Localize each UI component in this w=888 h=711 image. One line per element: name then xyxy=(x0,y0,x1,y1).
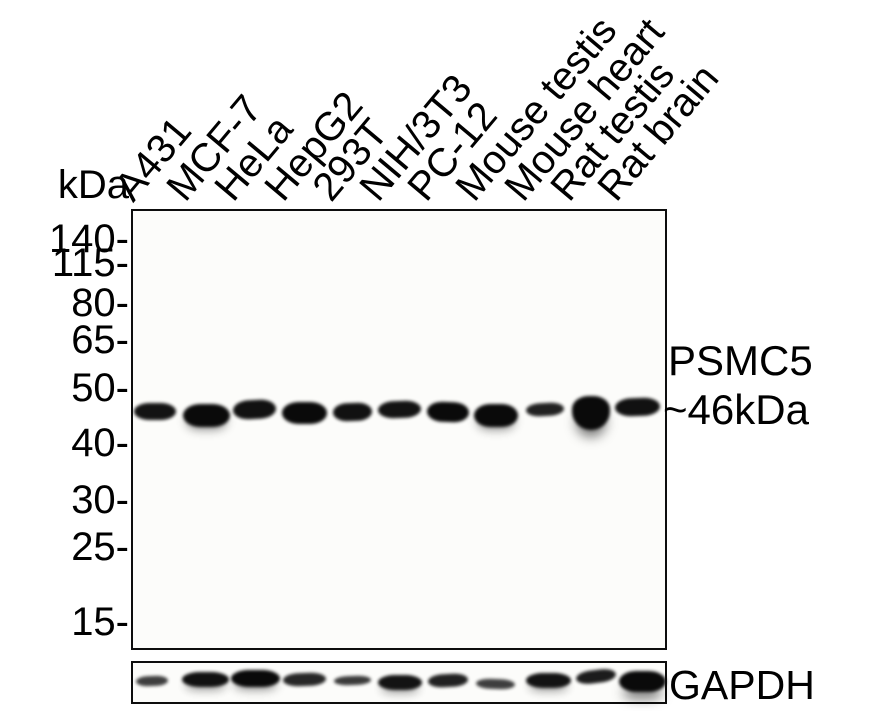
mw-marker-50: 50- xyxy=(71,366,129,410)
mw-marker-30: 30- xyxy=(71,478,129,522)
mw-marker-40: 40- xyxy=(71,421,129,465)
gapdh-band-lane-11-rat-brain xyxy=(619,671,666,692)
mw-marker-15: 15- xyxy=(71,600,129,644)
psmc5-band-lane-9-mouse-heart xyxy=(525,402,564,417)
loading-control-label: GAPDH xyxy=(669,662,815,708)
psmc5-band-lane-7-pc-12 xyxy=(426,400,469,423)
psmc5-band-lane-2-mcf-7 xyxy=(183,404,230,427)
blot-panel-psmc5 xyxy=(131,209,667,650)
mw-marker-115: 115- xyxy=(51,241,129,285)
psmc5-band-lane-3-hela xyxy=(232,398,277,421)
blot-panel-gapdh xyxy=(131,661,667,704)
mw-marker-140: 140- xyxy=(48,217,129,261)
psmc5-band-lane-11-rat-brain xyxy=(614,396,661,417)
psmc5-band-lane-5-293t xyxy=(332,401,373,422)
psmc5-band-lane-4-hepg2 xyxy=(282,401,327,424)
gapdh-band-lane-7-pc-12 xyxy=(427,672,468,689)
gapdh-band-lane-1-a431 xyxy=(135,674,168,687)
mw-marker-25: 25- xyxy=(71,525,129,569)
gapdh-band-lane-5-293t xyxy=(333,675,372,686)
observed-mw-label: ~46kDa xyxy=(663,386,809,433)
mw-marker-65: 65- xyxy=(71,318,129,362)
gapdh-band-lane-10-rat-testis xyxy=(574,667,617,686)
psmc5-band-lane-10-rat-testis xyxy=(571,395,610,430)
gapdh-band-lane-2-mcf-7 xyxy=(182,672,229,687)
target-protein-label: PSMC5 xyxy=(668,337,813,384)
gapdh-band-lane-6-nih-3t3 xyxy=(377,675,422,690)
gapdh-band-lane-4-hepg2 xyxy=(282,672,327,687)
psmc5-band-lane-8-mouse-testis xyxy=(473,404,518,427)
psmc5-band-lane-1-a431 xyxy=(133,403,176,420)
psmc5-band-lane-6-nih-3t3 xyxy=(377,400,422,419)
gapdh-band-lane-8-mouse-testis xyxy=(475,677,516,690)
gapdh-band-lane-9-mouse-heart xyxy=(526,673,571,688)
mw-marker-80: 80- xyxy=(71,281,129,325)
gapdh-band-lane-3-hela xyxy=(231,670,280,687)
kda-unit-label: kDa xyxy=(57,163,129,207)
